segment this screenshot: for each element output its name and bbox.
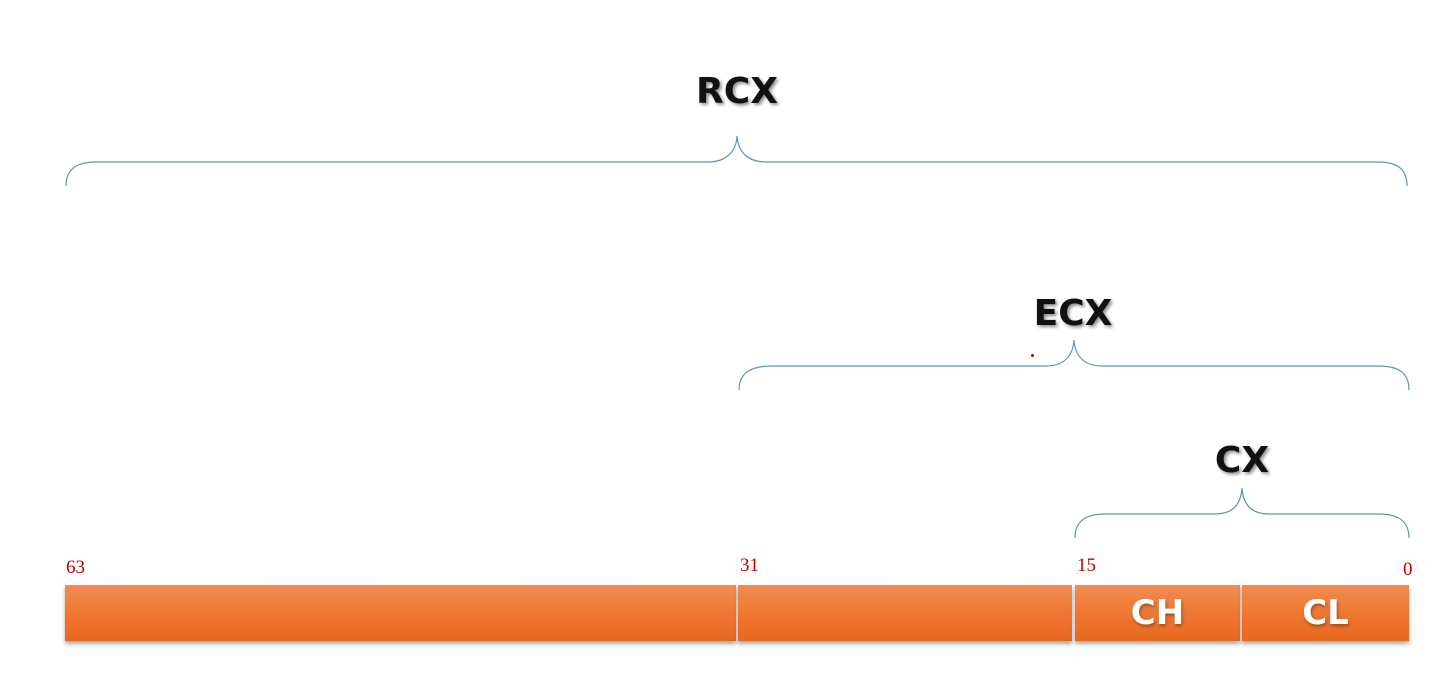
rcx-label: RCX bbox=[696, 71, 778, 112]
cl-label: CL bbox=[1302, 593, 1349, 633]
ch-label: CH bbox=[1130, 593, 1185, 633]
bit-63-label: 63 bbox=[66, 557, 85, 578]
stray-dot bbox=[1031, 354, 1034, 357]
bit-15-label: 15 bbox=[1077, 555, 1096, 576]
rcx-brace bbox=[65, 135, 1408, 187]
bit-31-label: 31 bbox=[740, 555, 759, 576]
ecx-label: ECX bbox=[1033, 293, 1113, 334]
ecx-brace bbox=[738, 339, 1410, 391]
segment-ch: CH bbox=[1075, 585, 1240, 641]
segment-cl: CL bbox=[1242, 585, 1409, 641]
bit-0-label: 0 bbox=[1403, 559, 1413, 580]
segment-bits-31-16 bbox=[738, 585, 1072, 641]
cx-brace bbox=[1074, 487, 1410, 539]
segment-bits-63-32 bbox=[65, 585, 736, 641]
cx-label: CX bbox=[1214, 440, 1270, 481]
